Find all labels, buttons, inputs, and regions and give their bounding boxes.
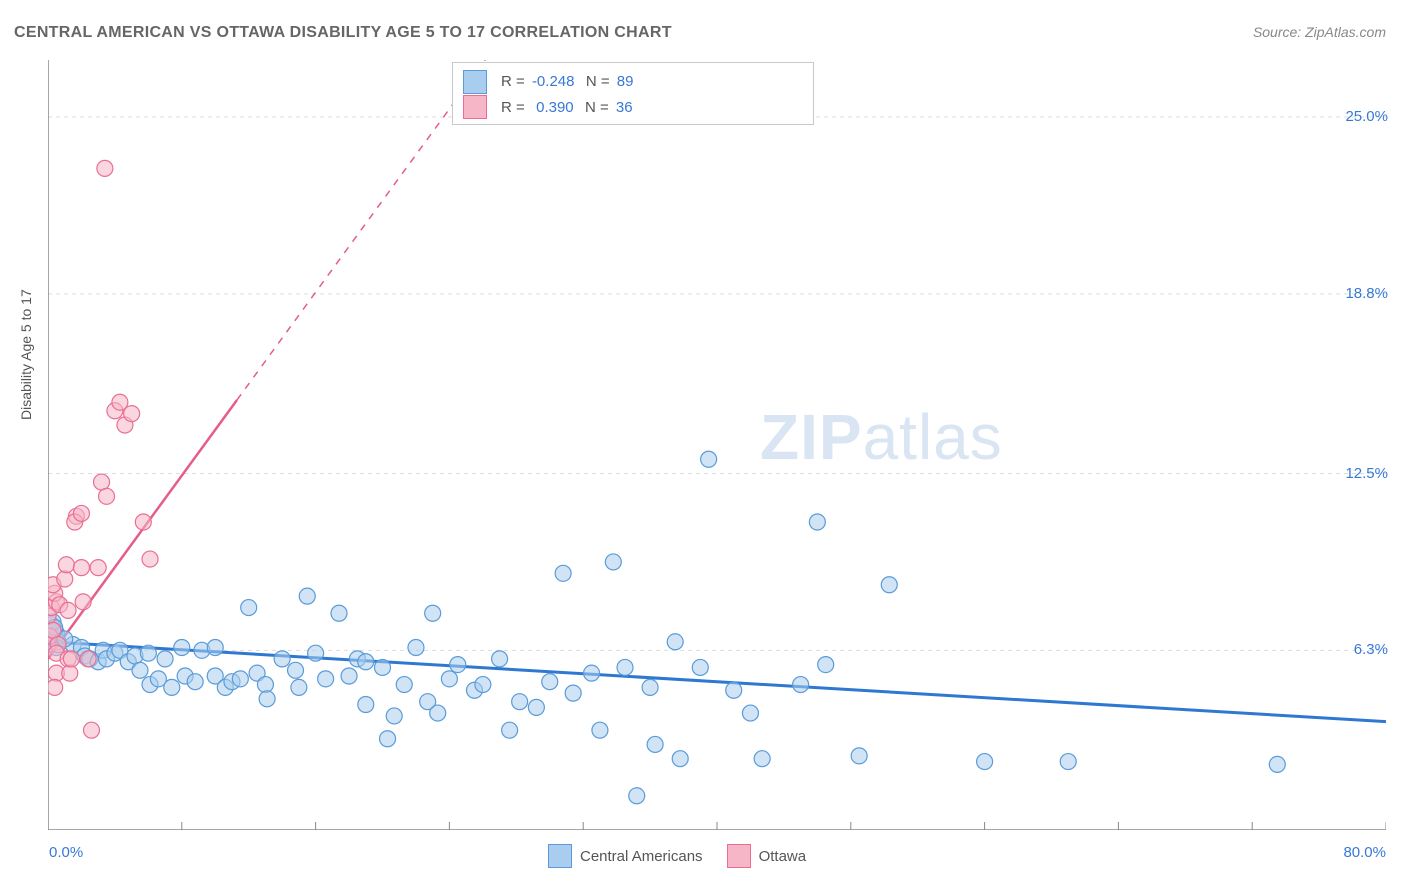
swatch-ottawa: [463, 95, 487, 119]
legend-swatch: [548, 844, 572, 868]
legend-row-ottawa: R = 0.390 N = 36: [463, 95, 803, 121]
chart-plot-area: [48, 60, 1386, 830]
series-legend: Central Americans Ottawa: [548, 844, 806, 868]
scatter-plot-svg: [48, 60, 1386, 830]
legend-swatch: [727, 844, 751, 868]
x-axis-max-label: 80.0%: [1343, 844, 1386, 861]
legend-item: Ottawa: [727, 844, 807, 868]
y-tick-label: 12.5%: [1345, 465, 1388, 482]
y-tick-label: 18.8%: [1345, 285, 1388, 302]
legend-item: Central Americans: [548, 844, 703, 868]
legend-label: Ottawa: [759, 848, 807, 865]
chart-title: CENTRAL AMERICAN VS OTTAWA DISABILITY AG…: [14, 24, 672, 42]
y-tick-label: 25.0%: [1345, 108, 1388, 125]
source-attribution: Source: ZipAtlas.com: [1253, 24, 1386, 40]
legend-row-central: R = -0.248 N = 89: [463, 69, 803, 95]
correlation-legend: R = -0.248 N = 89 R = 0.390 N = 36: [452, 62, 814, 125]
x-axis-min-label: 0.0%: [49, 844, 83, 861]
swatch-central: [463, 70, 487, 94]
y-tick-label: 6.3%: [1354, 641, 1388, 658]
y-axis-label: Disability Age 5 to 17: [18, 289, 34, 420]
legend-label: Central Americans: [580, 848, 703, 865]
